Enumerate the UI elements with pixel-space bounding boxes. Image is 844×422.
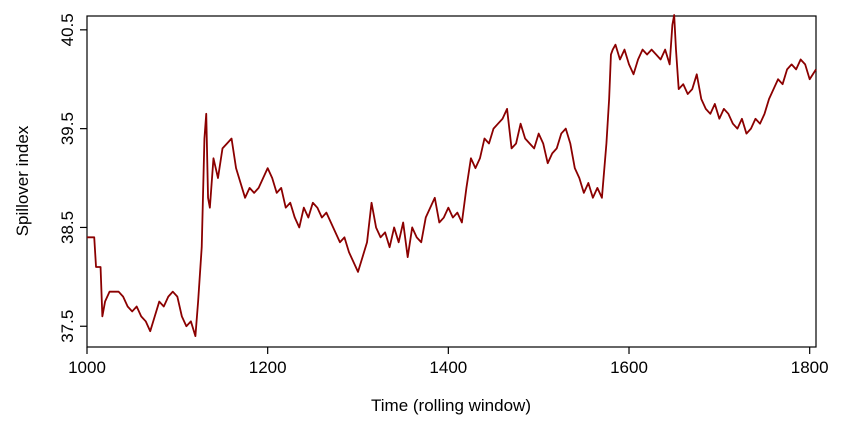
x-tick-label: 1000 (68, 358, 106, 377)
x-axis-label: Time (rolling window) (371, 396, 531, 415)
y-tick-label: 39.5 (58, 112, 77, 145)
y-tick-label: 40.5 (58, 13, 77, 46)
plot-frame (86, 15, 817, 348)
x-tick-label: 1400 (429, 358, 467, 377)
y-axis-label: Spillover index (13, 125, 32, 236)
x-tick-label: 1600 (610, 358, 648, 377)
x-tick-label: 1800 (791, 358, 829, 377)
y-tick-label: 38.5 (58, 211, 77, 244)
x-tick-label: 1200 (249, 358, 287, 377)
data-line (87, 14, 817, 338)
y-tick-label: 37.5 (58, 310, 77, 343)
